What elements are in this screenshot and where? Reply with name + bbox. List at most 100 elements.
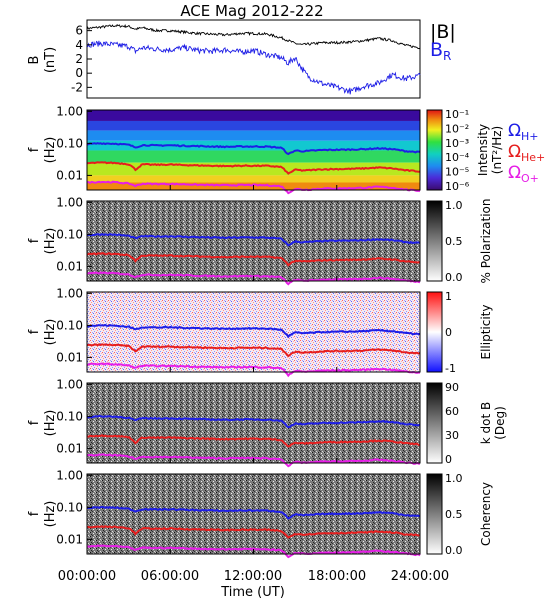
gyro-legend-sub: He+ [521, 151, 545, 164]
panel-b-ylabel-bottom: (nT) [43, 47, 58, 73]
panel-b-ylabel-top: B [27, 56, 42, 65]
f-y-tick-label: 0.01 [56, 532, 83, 546]
panel-b-frame [86, 19, 421, 99]
spectrogram-image [87, 474, 420, 554]
gyro-legend-2: ΩO+ [508, 163, 539, 185]
panel-coherency: 1.00 0.10 0.01 f (Hz) 1.0 0.5 0.0 Coherency [27, 468, 493, 559]
colorbar-label: % Polarization [479, 199, 493, 284]
panel-intensity: 1.00 0.10 0.01 f (Hz) 10⁻¹10⁻² 10⁻³10⁻⁴ 10⁻⁵10⁻… [27, 104, 545, 195]
gyro-o-line [86, 180, 421, 195]
gyro-legend-0: ΩH+ [508, 121, 539, 143]
legend-b-r-base: B [430, 39, 443, 61]
f-y-tick-label: 1.00 [56, 377, 83, 391]
colorbar-polarization [426, 200, 443, 282]
colorbar-tick-label: 1.0 [445, 199, 463, 212]
colorbar-label-units: (nT²/Hz) [490, 126, 504, 174]
f-y-tick-label: 0.10 [56, 136, 83, 150]
colorbar-tick-label: 60 [445, 405, 459, 418]
x-tick-label: 00:00:00 [58, 569, 116, 584]
colorbar-tick-label: 10⁻² [445, 122, 469, 135]
spectrogram-image [87, 383, 420, 463]
colorbar-tick-label: 10⁻⁴ [445, 151, 470, 164]
gyro-legend-1: ΩHe+ [508, 142, 545, 164]
colorbar-coherency [426, 473, 443, 555]
intensity-band [87, 120, 420, 131]
spectrogram-panels: 1.000.100.01f (Hz)10⁻¹10⁻²10⁻³10⁻⁴10⁻⁵10⁻… [27, 104, 545, 559]
x-tick-label: 24:00:00 [391, 569, 449, 584]
f-axis-unit: (Hz) [43, 319, 58, 346]
x-axis-label: Time (UT) [220, 585, 285, 600]
colorbar-label: Coherency [479, 482, 493, 546]
gyro-he-line [86, 161, 421, 175]
colorbar-tick-label: 10⁻¹ [445, 108, 469, 121]
gyro-he-line [86, 343, 421, 358]
f-y-tick-label: 0.01 [56, 350, 83, 364]
gyro-legend-sub: O+ [521, 172, 539, 185]
colorbar-kdotb [426, 382, 443, 464]
series-b-total-line [86, 23, 421, 50]
panel-polarization: 1.00 0.10 0.01 f (Hz) 1.0 0.5 0.0 % Polarization [27, 195, 493, 286]
b-y-tick-label: -2 [71, 80, 83, 94]
intensity-band [87, 130, 420, 141]
intensity-band [87, 110, 420, 121]
f-y-tick-label: 0.01 [56, 259, 83, 273]
f-y-tick-label: 0.01 [56, 441, 83, 455]
gyro-he-line [86, 525, 421, 539]
colorbar-tick-label: 0 [445, 326, 452, 339]
f-axis-label: f [27, 329, 42, 334]
intensity-band [87, 150, 420, 163]
panel-ellipticity: 1.00 0.10 0.01 f (Hz) 1 0 -1 Ellipticity [27, 286, 493, 378]
figure-title: ACE Mag 2012-222 [180, 2, 323, 20]
f-y-tick-label: 1.00 [56, 468, 83, 482]
f-y-tick-label: 0.10 [56, 318, 83, 332]
f-axis-label: f [27, 147, 42, 152]
gyro-o-line [86, 544, 421, 559]
b-y-tick-label: 2 [75, 52, 83, 66]
colorbar-tick-label: 1.0 [445, 472, 463, 485]
f-y-tick-label: 1.00 [56, 286, 83, 300]
spectrogram-image [87, 292, 420, 372]
colorbar-tick-label: 0.0 [445, 544, 463, 557]
colorbar-tick-label: 1 [445, 290, 452, 303]
x-tick-label: 18:00:00 [308, 569, 366, 584]
panel-kdotb: 1.00 0.10 0.01 f (Hz) 90 60 30 0 k dot B (Deg) [27, 377, 507, 468]
colorbar-tick-label: 30 [445, 429, 459, 442]
f-axis-label: f [27, 420, 42, 425]
f-axis-unit: (Hz) [43, 501, 58, 528]
x-axis: 00:00:00 06:00:00 12:00:00 18:00:00 24:0… [58, 569, 449, 600]
colorbar-ellipticity [426, 291, 443, 373]
legend-b-r: BR [430, 39, 451, 63]
f-axis-label: f [27, 511, 42, 516]
gyro-legend-symbol: Ω [508, 142, 521, 162]
f-axis-unit: (Hz) [43, 410, 58, 437]
f-y-tick-label: 0.01 [56, 168, 83, 182]
b-y-tick-label: 0 [75, 66, 83, 80]
gyro-he-line [86, 252, 421, 267]
colorbar-tick-label: 10⁻⁶ [445, 180, 470, 193]
legend-b-r-sub: R [443, 49, 451, 63]
intensity-band [87, 162, 420, 176]
legend-b-total: |B| [430, 21, 456, 43]
colorbar-tick-label: -1 [445, 362, 456, 375]
gyro-h-line [86, 142, 421, 156]
f-y-tick-label: 0.10 [56, 500, 83, 514]
panel-b-lines [86, 23, 421, 95]
f-axis-unit: (Hz) [43, 228, 58, 255]
b-y-tick-label: 6 [75, 24, 83, 38]
f-y-tick-label: 0.10 [56, 227, 83, 241]
x-tick-label: 06:00:00 [141, 569, 199, 584]
colorbar-tick-label: 0.0 [445, 271, 463, 284]
f-y-tick-label: 1.00 [56, 104, 83, 118]
gyro-legend-symbol: Ω [508, 121, 521, 141]
colorbar-label-units: (Deg) [493, 406, 507, 440]
gyro-he-line [86, 434, 420, 448]
colorbar-intensity [426, 109, 443, 191]
colorbar-label: Ellipticity [479, 305, 493, 360]
colorbar-tick-label: 0 [445, 453, 452, 466]
f-y-tick-label: 0.10 [56, 409, 83, 423]
b-y-tick-label: 4 [75, 38, 83, 52]
gyro-legend-sub: H+ [521, 130, 539, 143]
